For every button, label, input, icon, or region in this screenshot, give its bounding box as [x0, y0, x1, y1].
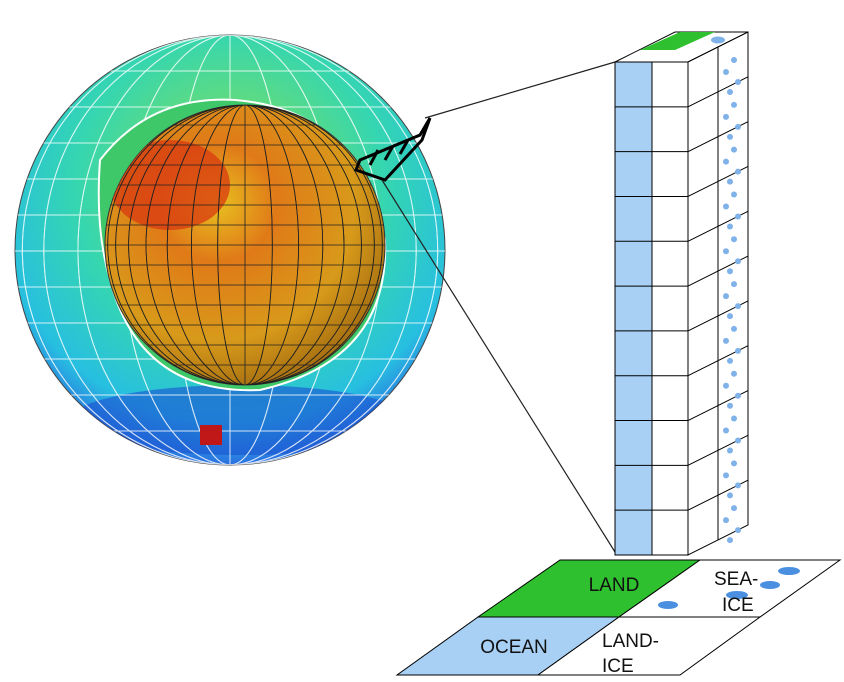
ice-dot: [727, 402, 733, 409]
ice-dot: [723, 293, 729, 300]
globe: [14, 34, 446, 466]
ice-dot: [723, 337, 729, 344]
ice-dot: [723, 203, 729, 210]
ice-dot: [731, 325, 737, 332]
ice-dot: [727, 133, 733, 140]
ice-dot: [727, 447, 733, 454]
ice-dot: [731, 146, 737, 153]
ice-dot: [735, 303, 741, 310]
ice-dot: [735, 168, 741, 175]
ice-floe: [658, 601, 678, 609]
column-land: [651, 61, 689, 556]
ice-dot: [731, 460, 737, 467]
column-ocean: [614, 61, 653, 556]
ice-dot: [723, 248, 729, 255]
ice-dot: [731, 191, 737, 198]
ice-dot: [723, 382, 729, 389]
column: [614, 31, 749, 556]
land-label: LAND: [589, 575, 640, 596]
ice-dots: [723, 57, 741, 544]
ice-dot: [735, 482, 741, 489]
ice-dot: [727, 268, 733, 275]
connector: [381, 179, 616, 553]
land-ice-label: ICE: [602, 656, 634, 677]
ice-dot: [727, 89, 733, 95]
ice-floe: [760, 581, 780, 589]
land-ice-label: LAND-: [602, 631, 659, 652]
land-ice-quad: [536, 616, 762, 676]
surface-tile: LAND SEA- ICE OCEAN LAND- ICE: [395, 559, 842, 677]
ice-dot: [731, 281, 737, 288]
ice-dot: [731, 236, 737, 243]
ice-dot: [731, 57, 737, 63]
ice-dot: [723, 158, 729, 165]
ice-dot: [731, 505, 737, 512]
ice-dot: [727, 357, 733, 364]
ice-dot: [735, 123, 741, 130]
shell-meridian: [21, 35, 439, 465]
ice-dot: [727, 313, 733, 320]
shell-meridian: [43, 35, 417, 465]
ice-dot: [727, 537, 733, 544]
ice-dot: [735, 437, 741, 444]
ice-dot: [727, 178, 733, 185]
connector: [424, 61, 616, 119]
red-cell: [200, 425, 222, 445]
ice-dot: [735, 213, 741, 220]
ice-floe: [778, 567, 800, 575]
ice-dot: [723, 113, 729, 120]
ice-dot: [735, 392, 741, 399]
ice-dot: [723, 69, 729, 75]
ice-dot: [735, 258, 741, 265]
top-land: [640, 32, 715, 50]
sea-ice-label: ICE: [722, 595, 754, 616]
ice-dot: [731, 101, 737, 108]
ice-dot: [731, 370, 737, 377]
ice-dot: [731, 415, 737, 422]
top-ice: [711, 36, 725, 44]
ice-dot: [735, 347, 741, 354]
ice-dot: [735, 527, 741, 534]
grid-box-dividers: [368, 139, 410, 166]
ice-dot: [723, 472, 729, 479]
ice-dot: [723, 517, 729, 524]
ice-dot: [723, 427, 729, 434]
ice-floe: [726, 591, 748, 599]
ice-dot: [727, 492, 733, 499]
ice-dot: [735, 79, 741, 85]
ocean-label: OCEAN: [480, 637, 548, 658]
grid-box: [354, 117, 432, 182]
core-grid: [105, 105, 385, 385]
sea-ice-label: SEA-: [714, 569, 758, 590]
ice-dot: [727, 223, 733, 230]
